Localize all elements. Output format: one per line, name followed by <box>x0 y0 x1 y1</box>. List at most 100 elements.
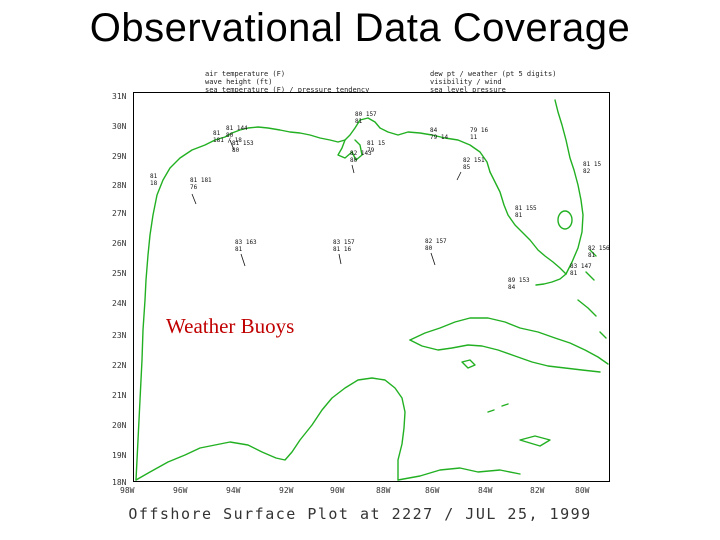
lat-label: 29N <box>112 152 127 161</box>
svg-text:76: 76 <box>190 184 198 191</box>
svg-text:83 163: 83 163 <box>235 239 257 246</box>
station-plot: 81 155 81 <box>515 205 537 219</box>
legend-right-line-1: dew pt / weather (pt 5 digits) <box>430 70 557 78</box>
station-plot: 81 181 / 18 <box>213 130 242 144</box>
lat-label: 22N <box>112 361 127 370</box>
station-plot: 82 157 80 <box>425 238 447 266</box>
svg-text:81: 81 <box>213 130 221 137</box>
station-plot: 79 16 11 <box>470 127 488 141</box>
svg-text:85: 85 <box>463 164 471 171</box>
svg-text:81 181: 81 181 <box>190 177 212 184</box>
station-plot: 89 153 84 <box>508 277 530 291</box>
central-america-coast <box>397 467 521 481</box>
station-plot: 83 147 81 <box>570 263 592 277</box>
isle-of-youth <box>461 359 476 369</box>
svg-text:79 16: 79 16 <box>470 127 488 134</box>
svg-text:81: 81 <box>570 270 578 277</box>
svg-text:181 / 18: 181 / 18 <box>213 137 242 144</box>
svg-text:81 16: 81 16 <box>333 246 351 253</box>
florida-west-coast <box>489 171 567 275</box>
florida-east-coast <box>554 99 584 275</box>
svg-text:80: 80 <box>232 147 240 154</box>
jamaica <box>519 435 551 447</box>
lon-label: 90W <box>330 486 345 495</box>
station-plot: 84 79 14 <box>430 127 448 141</box>
lon-label: 80W <box>575 486 590 495</box>
svg-text:81: 81 <box>355 118 363 125</box>
svg-text:81 155: 81 155 <box>515 205 537 212</box>
svg-text:82 143: 82 143 <box>350 150 372 157</box>
lat-label: 26N <box>112 239 127 248</box>
lon-label: 84W <box>478 486 493 495</box>
svg-text:84: 84 <box>430 127 438 134</box>
svg-text:82: 82 <box>583 168 591 175</box>
slide-title: Observational Data Coverage <box>89 6 631 50</box>
station-plot: 81 153 80 <box>232 140 254 154</box>
legend-left-line-3: sea temperature (F) / pressure tendency <box>205 86 370 94</box>
svg-text:11: 11 <box>470 134 478 141</box>
weather-buoys-label: Weather Buoys <box>166 314 295 338</box>
florida-keys <box>535 273 567 286</box>
legend-right-line-2: visibility / wind <box>430 78 502 86</box>
svg-text:81: 81 <box>150 173 158 180</box>
svg-text:80 157: 80 157 <box>355 111 377 118</box>
map-frame <box>133 92 610 482</box>
lat-label: 23N <box>112 331 127 340</box>
lon-label: 88W <box>376 486 391 495</box>
svg-text:79 14: 79 14 <box>430 134 448 141</box>
station-plot: 81 15 79 <box>367 140 385 154</box>
lon-label: 82W <box>530 486 545 495</box>
svg-text:80: 80 <box>350 157 358 164</box>
lat-label: 27N <box>112 209 127 218</box>
station-plot: 81 15 82 <box>583 161 601 175</box>
bahamas <box>577 249 607 339</box>
station-plot: 80 157 81 <box>355 111 377 125</box>
station-plot: 81 181 76 <box>190 177 212 205</box>
legend-left-line-2: wave height (ft) <box>205 78 273 86</box>
svg-text:81: 81 <box>515 212 523 219</box>
lon-label: 94W <box>226 486 241 495</box>
legend-left-line-1: air temperature (F) <box>205 70 286 78</box>
lat-label: 25N <box>112 269 127 278</box>
svg-text:83 147: 83 147 <box>570 263 592 270</box>
station-plot: 81 144 80 <box>226 125 248 151</box>
lon-label: 86W <box>425 486 440 495</box>
lat-label: 31N <box>112 92 127 101</box>
svg-text:82 156: 82 156 <box>588 245 610 252</box>
station-plot: 83 157 81 16 <box>333 239 355 265</box>
svg-text:80: 80 <box>226 132 234 139</box>
cuba <box>409 317 609 365</box>
legend-right-line-3: sea level pressure <box>430 86 506 94</box>
gulf-north-coastline <box>135 117 491 481</box>
lat-label: 19N <box>112 451 127 460</box>
svg-text:81: 81 <box>235 246 243 253</box>
lon-label: 98W <box>120 486 135 495</box>
svg-text:18: 18 <box>150 180 158 187</box>
svg-text:81 15: 81 15 <box>367 140 385 147</box>
svg-text:81 153: 81 153 <box>232 140 254 147</box>
svg-text:79: 79 <box>367 147 375 154</box>
svg-text:81 15: 81 15 <box>583 161 601 168</box>
lon-label: 96W <box>173 486 188 495</box>
svg-text:83 157: 83 157 <box>333 239 355 246</box>
mississippi-delta <box>337 139 363 161</box>
svg-text:84: 84 <box>508 284 516 291</box>
svg-text:82 157: 82 157 <box>425 238 447 245</box>
lake-okeechobee <box>557 210 573 230</box>
lat-label: 20N <box>112 421 127 430</box>
lat-label: 28N <box>112 181 127 190</box>
svg-text:80: 80 <box>425 245 433 252</box>
station-plot: 83 163 81 <box>235 239 257 267</box>
svg-text:82 151: 82 151 <box>463 157 485 164</box>
station-plot: 82 151 85 <box>456 157 485 181</box>
lat-label: 30N <box>112 122 127 131</box>
mexico-coastline <box>135 377 406 481</box>
map-caption: Offshore Surface Plot at 2227 / JUL 25, … <box>128 505 592 523</box>
lat-label: 24N <box>112 299 127 308</box>
lat-label: 21N <box>112 391 127 400</box>
svg-text:89 153: 89 153 <box>508 277 530 284</box>
svg-text:81 144: 81 144 <box>226 125 248 132</box>
svg-text:81: 81 <box>588 252 596 259</box>
station-plot: 82 156 81 <box>588 245 610 259</box>
